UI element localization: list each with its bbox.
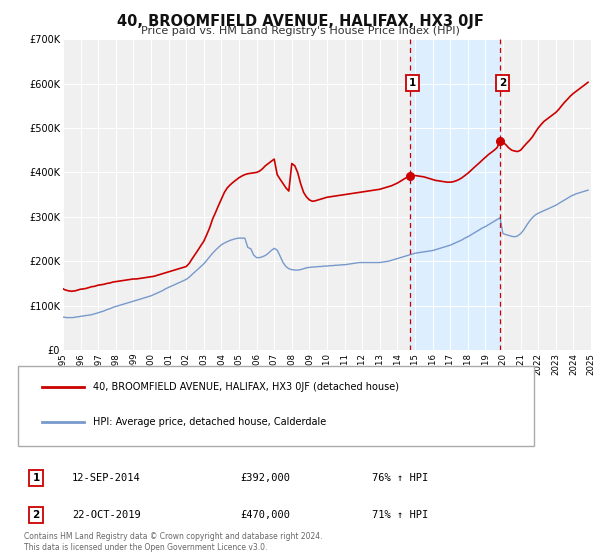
Text: £470,000: £470,000 <box>240 510 290 520</box>
Text: 76% ↑ HPI: 76% ↑ HPI <box>372 473 428 483</box>
Bar <box>410 39 500 350</box>
Text: 12-SEP-2014: 12-SEP-2014 <box>72 473 141 483</box>
Text: HPI: Average price, detached house, Calderdale: HPI: Average price, detached house, Cald… <box>93 417 326 427</box>
Text: 1: 1 <box>409 78 416 88</box>
Text: 71% ↑ HPI: 71% ↑ HPI <box>372 510 428 520</box>
Text: 40, BROOMFIELD AVENUE, HALIFAX, HX3 0JF: 40, BROOMFIELD AVENUE, HALIFAX, HX3 0JF <box>116 14 484 29</box>
Text: Price paid vs. HM Land Registry's House Price Index (HPI): Price paid vs. HM Land Registry's House … <box>140 26 460 36</box>
Text: 2: 2 <box>32 510 40 520</box>
Text: 40, BROOMFIELD AVENUE, HALIFAX, HX3 0JF (detached house): 40, BROOMFIELD AVENUE, HALIFAX, HX3 0JF … <box>93 382 399 392</box>
Text: £392,000: £392,000 <box>240 473 290 483</box>
Text: 22-OCT-2019: 22-OCT-2019 <box>72 510 141 520</box>
Text: Contains HM Land Registry data © Crown copyright and database right 2024.
This d: Contains HM Land Registry data © Crown c… <box>24 533 323 552</box>
Text: 2: 2 <box>499 78 506 88</box>
FancyBboxPatch shape <box>18 366 534 446</box>
Text: 1: 1 <box>32 473 40 483</box>
